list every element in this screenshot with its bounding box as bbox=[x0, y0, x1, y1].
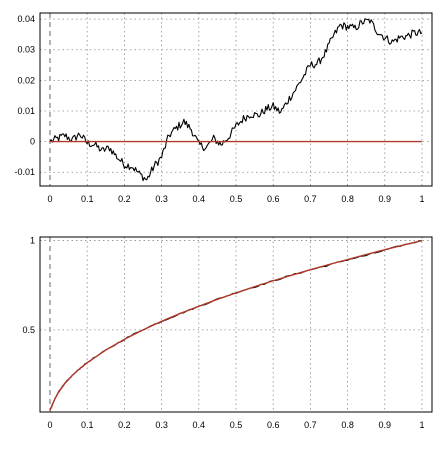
x-tick-label: 0 bbox=[47, 420, 52, 430]
x-tick-label: 0.8 bbox=[341, 194, 354, 204]
y-tick-label: 0.04 bbox=[17, 14, 35, 24]
x-tick-label: 0 bbox=[47, 194, 52, 204]
y-tick-label: -0.01 bbox=[14, 167, 35, 177]
x-tick-label: 0.8 bbox=[341, 420, 354, 430]
x-tick-label: 0.4 bbox=[193, 194, 206, 204]
black-data-line bbox=[49, 240, 423, 411]
x-tick-label: 0.2 bbox=[118, 420, 131, 430]
x-tick-label: 0.1 bbox=[81, 194, 94, 204]
top-chart-panel: 0 0.1 0.2 0.3 0.4 0.5 0.6 0.7 0.8 0.9 1 -0.01 0 0.01 0… bbox=[14, 12, 433, 204]
x-tick-label: 0.2 bbox=[118, 194, 131, 204]
x-tick-label: 0.5 bbox=[230, 194, 243, 204]
plot-frame bbox=[39, 12, 433, 187]
red-reference-line bbox=[49, 239, 423, 411]
x-tick-label: 0.1 bbox=[81, 420, 94, 430]
black-data-line bbox=[49, 18, 423, 182]
x-tick-label: 0.3 bbox=[155, 420, 168, 430]
y-tick-label: 0.5 bbox=[22, 325, 35, 335]
y-tick-label: 0 bbox=[30, 137, 35, 147]
x-tick-label: 0.7 bbox=[304, 194, 317, 204]
x-tick-label: 0.9 bbox=[379, 194, 392, 204]
x-tick-label: 0.6 bbox=[267, 420, 280, 430]
y-tick-label: 0.03 bbox=[17, 45, 35, 55]
bottom-chart-panel: 0 0.1 0.2 0.3 0.4 0.5 0.6 0.7 0.8 0.9 1 0.5 1 bbox=[22, 236, 433, 430]
plot-frame bbox=[39, 236, 433, 413]
x-tick-label: 1 bbox=[419, 420, 424, 430]
y-tick-label: 0.01 bbox=[17, 106, 35, 116]
x-tick-label: 0.7 bbox=[304, 420, 317, 430]
x-tick-label: 1 bbox=[419, 194, 424, 204]
y-tick-label: 1 bbox=[30, 236, 35, 246]
x-tick-label: 0.9 bbox=[379, 420, 392, 430]
x-tick-label: 0.6 bbox=[267, 194, 280, 204]
x-tick-label: 0.4 bbox=[193, 420, 206, 430]
x-tick-label: 0.3 bbox=[155, 194, 168, 204]
x-tick-label: 0.5 bbox=[230, 420, 243, 430]
y-tick-label: 0.02 bbox=[17, 75, 35, 85]
